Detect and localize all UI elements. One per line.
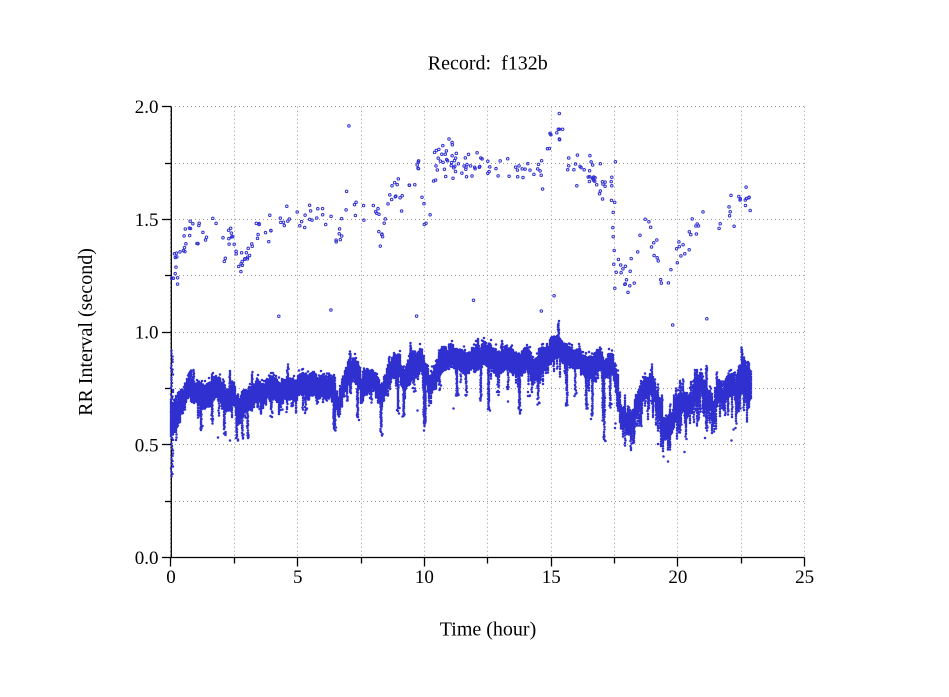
svg-text:10: 10 [415, 567, 434, 588]
svg-text:5: 5 [293, 567, 303, 588]
svg-text:Record: f132b: Record: f132b [428, 53, 548, 75]
svg-text:0.0: 0.0 [135, 548, 159, 569]
svg-text:15: 15 [542, 567, 561, 588]
svg-text:1.0: 1.0 [135, 323, 159, 344]
svg-text:Time (hour): Time (hour) [440, 619, 536, 641]
svg-text:RR Interval (second): RR Interval (second) [75, 248, 97, 416]
svg-text:2.0: 2.0 [135, 97, 159, 118]
svg-text:0: 0 [166, 567, 176, 588]
svg-text:25: 25 [795, 567, 814, 588]
svg-text:20: 20 [668, 567, 687, 588]
svg-text:0.5: 0.5 [135, 435, 159, 456]
svg-text:1.5: 1.5 [135, 210, 159, 231]
